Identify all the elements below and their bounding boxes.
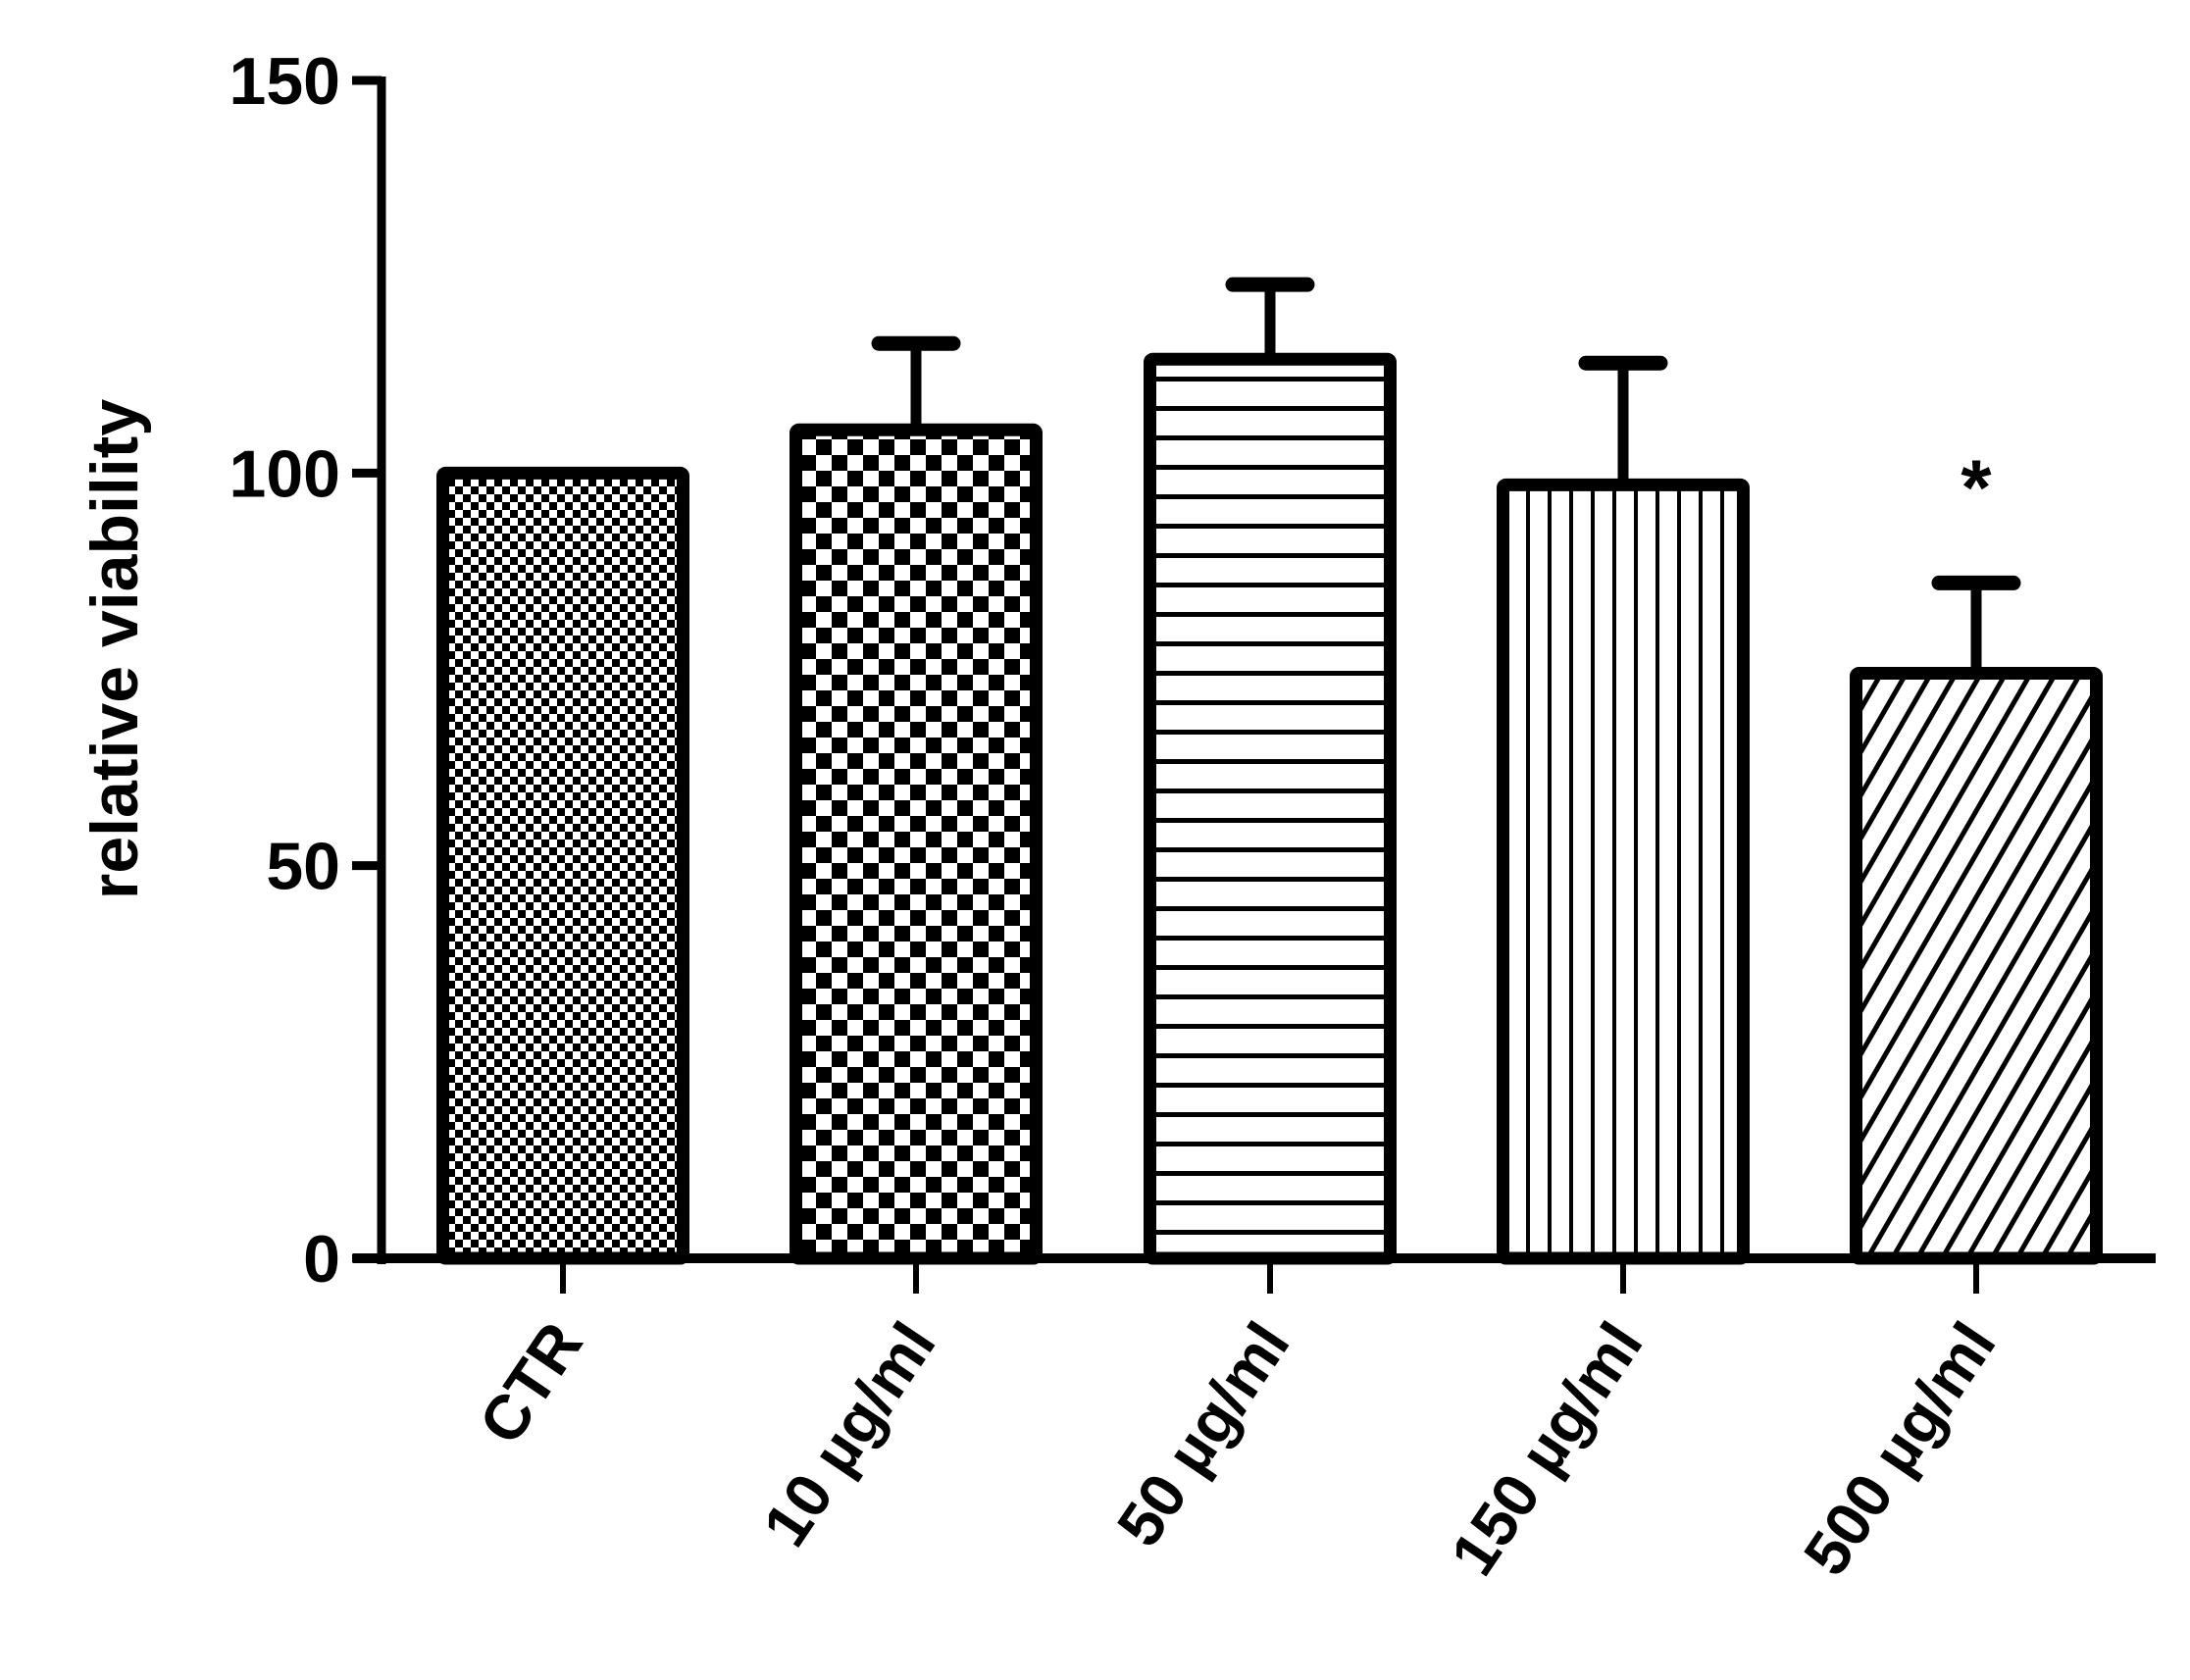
x-tick-label: 10 µg/ml xyxy=(749,1310,949,1559)
bar-group xyxy=(436,466,689,1265)
bar xyxy=(1144,352,1397,1265)
bar-group xyxy=(1850,575,2103,1265)
y-axis-label: relative viability xyxy=(77,399,152,899)
y-tick-label: 100 xyxy=(229,436,340,511)
bar-group xyxy=(1497,355,1750,1265)
y-axis: 0 50 100 150 xyxy=(229,44,386,1297)
y-tick-label: 50 xyxy=(266,830,340,904)
x-tick-label: 500 µg/ml xyxy=(1790,1310,2010,1588)
bar xyxy=(1497,478,1750,1265)
significance-asterisk: * xyxy=(1961,443,1992,531)
bar xyxy=(436,466,689,1265)
x-tick-label: CTR xyxy=(465,1310,595,1456)
y-tick-label: 0 xyxy=(303,1222,340,1297)
bar-group xyxy=(1144,277,1397,1265)
bars: * xyxy=(436,277,2103,1265)
y-tick-label: 150 xyxy=(229,44,340,119)
bar-group xyxy=(789,335,1043,1265)
x-tick-label: 150 µg/ml xyxy=(1437,1310,1656,1588)
x-tick-label: 50 µg/ml xyxy=(1103,1310,1303,1559)
bar xyxy=(1850,667,2103,1265)
bar xyxy=(789,423,1043,1265)
x-tick-labels: CTR 10 µg/ml 50 µg/ml 150 µg/ml 500 µg/ml xyxy=(465,1310,2009,1588)
